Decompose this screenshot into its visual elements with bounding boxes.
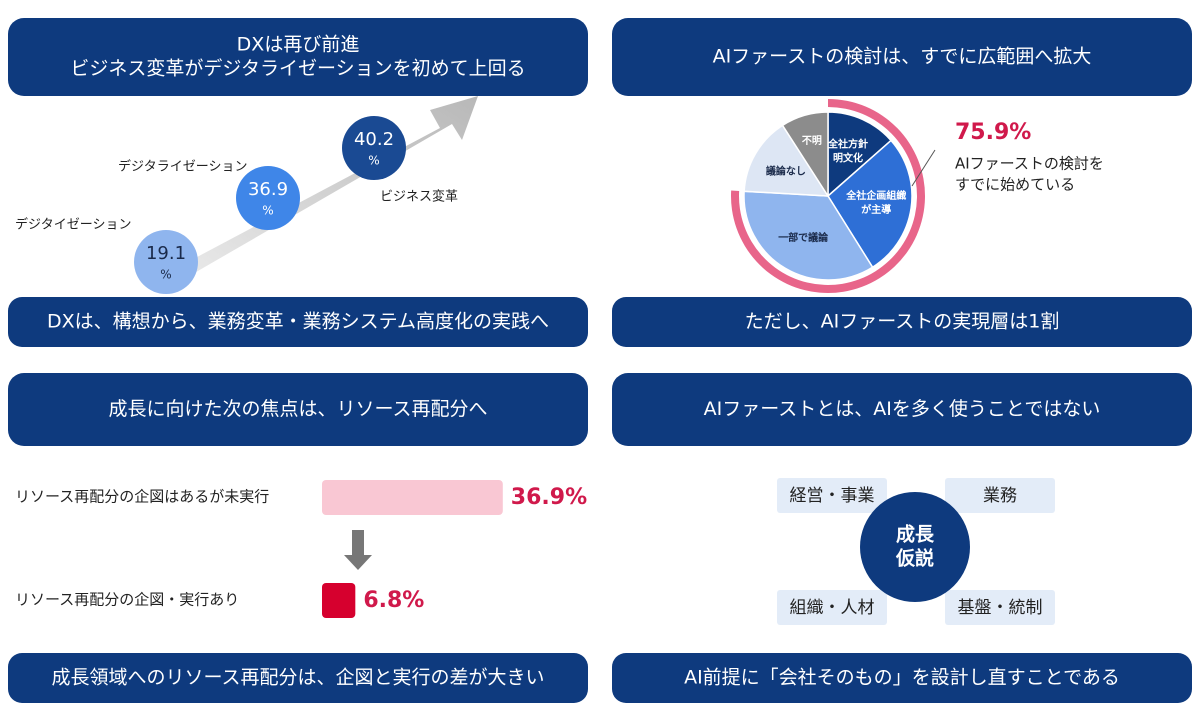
bar (322, 583, 356, 618)
concept-box (777, 590, 887, 625)
step-value: 19.1 (146, 243, 186, 264)
concept-label: 基盤・統制 (958, 598, 1043, 618)
center-circle (860, 492, 970, 602)
step-label: ビジネス変革 (380, 189, 458, 205)
step-label: デジタライゼーション (118, 159, 247, 175)
concept-label: 経営・事業 (790, 486, 875, 506)
slice-label: 全社企画組織 (845, 189, 906, 202)
highlight-text: すでに始めている (955, 176, 1075, 194)
center-label: 仮説 (895, 547, 934, 570)
footer-text: ただし、AIファーストの実現層は1割 (745, 311, 1060, 333)
slice-label: 全社方針 (827, 138, 868, 151)
step-unit: % (160, 268, 171, 282)
center-label: 成長 (896, 523, 935, 546)
slice-label: 議論なし (766, 164, 806, 177)
footer-text: AI前提に「会社そのもの」を設計し直すことである (684, 667, 1120, 689)
footer-text: DXは、構想から、業務変革・業務システム高度化の実践へ (47, 311, 549, 333)
panel-footer (8, 653, 588, 703)
concept-label: 組織・人材 (790, 598, 875, 618)
slice-label: 不明 (802, 135, 822, 147)
pie-slice (743, 124, 830, 197)
step-label: デジタイゼーション (15, 217, 131, 233)
step-unit: % (368, 154, 379, 168)
panel-footer (612, 297, 1192, 347)
slice-label: 明文化 (833, 152, 863, 165)
step-value: 40.2 (354, 129, 394, 150)
pie-slice (827, 139, 913, 269)
concept-box (945, 590, 1055, 625)
footer-text: 成長領域へのリソース再配分は、企図と実行の差が大きい (51, 667, 544, 689)
step-circle (342, 116, 406, 180)
step-circle (236, 166, 300, 230)
slice-label: が主導 (861, 203, 891, 216)
pie-slice (781, 111, 829, 199)
panel-footer (612, 653, 1192, 703)
highlight-value: 75.9% (955, 120, 1031, 145)
panel-header (612, 373, 1192, 446)
panel-header (612, 18, 1192, 96)
bar-label: リソース再配分の企図はあるが未実行 (15, 488, 269, 506)
pie-slice (743, 190, 874, 281)
concept-label: 業務 (983, 486, 1017, 506)
bar-label: リソース再配分の企図・実行あり (15, 591, 239, 609)
growth-arrow (150, 96, 478, 290)
bar-value: 6.8% (363, 588, 424, 613)
highlight-text: AIファーストの検討を (955, 155, 1104, 173)
concept-box (945, 478, 1055, 513)
down-arrow (344, 530, 372, 570)
step-unit: % (262, 204, 273, 218)
step-value: 36.9 (248, 179, 288, 200)
header-text: ビジネス変革がデジタライゼーションを初めて上回る (70, 58, 525, 80)
header-text: AIファーストの検討は、すでに広範囲へ拡大 (713, 46, 1092, 68)
header-text: AIファーストとは、AIを多く使うことではない (704, 398, 1101, 420)
step-circle (134, 230, 198, 294)
header-text: DXは再び前進 (237, 34, 360, 56)
slice-label: 一部で議論 (778, 231, 829, 244)
pie-slice (827, 111, 893, 198)
panel-footer (8, 297, 588, 347)
bar (322, 480, 503, 515)
concept-box (777, 478, 887, 513)
panel-header (8, 18, 588, 96)
bar-value: 36.9% (511, 485, 587, 510)
header-text: 成長に向けた次の焦点は、リソース再配分へ (108, 398, 487, 420)
callout-line (911, 149, 936, 187)
panel-header (8, 373, 588, 446)
